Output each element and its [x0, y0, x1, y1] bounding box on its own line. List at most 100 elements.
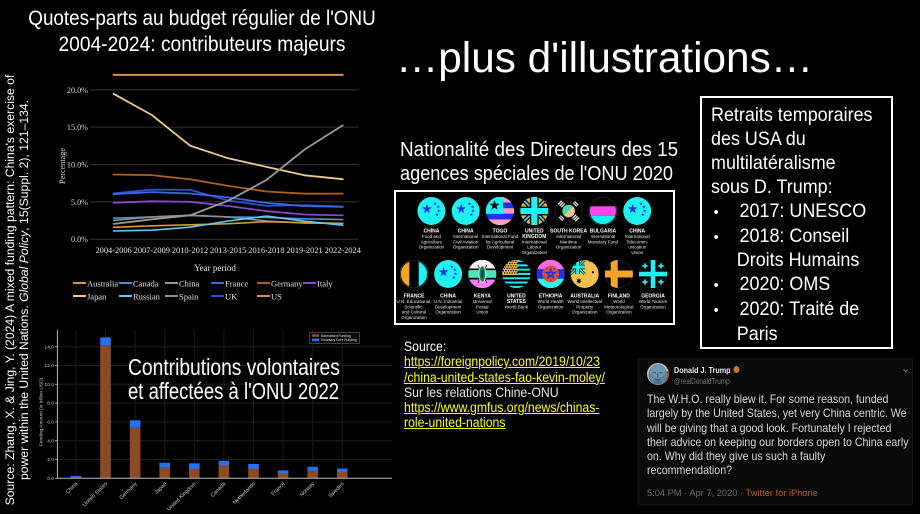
- svg-text:World: World: [613, 299, 625, 304]
- svg-text:UNITED: UNITED: [507, 294, 526, 300]
- svg-text:Russian: Russian: [133, 292, 161, 302]
- svg-text:4.0: 4.0: [47, 438, 54, 444]
- svg-text:World Health: World Health: [538, 299, 564, 304]
- svg-text:CHINA: CHINA: [458, 229, 474, 235]
- svg-text:Japan: Japan: [87, 292, 107, 302]
- svg-text:2.0: 2.0: [47, 457, 54, 463]
- svg-text:12.0: 12.0: [45, 363, 55, 369]
- svg-text:Development: Development: [487, 245, 514, 250]
- svg-text:2004-2006: 2004-2006: [95, 246, 131, 255]
- svg-text:0.0%: 0.0%: [71, 235, 88, 244]
- svg-text:20.0%: 20.0%: [67, 86, 88, 95]
- svg-text:Organization: Organization: [640, 304, 666, 309]
- svg-text:Union: Union: [631, 250, 643, 255]
- svg-text:Canada: Canada: [133, 279, 159, 289]
- svg-text:Funding Amount (in billion USD: Funding Amount (in billion USD): [39, 377, 45, 446]
- svg-text:Norway: Norway: [299, 481, 316, 498]
- svg-text:Germany: Germany: [271, 279, 303, 289]
- svg-text:Canada: Canada: [210, 481, 228, 499]
- svg-text:Organization: Organization: [419, 245, 445, 250]
- svg-text:International: International: [522, 239, 547, 244]
- svg-text:AUSTRALIA: AUSTRALIA: [570, 294, 599, 300]
- svg-text:Percentage: Percentage: [58, 148, 67, 184]
- svg-text:BULGARIA: BULGARIA: [590, 229, 617, 235]
- svg-text:TOGO: TOGO: [493, 229, 508, 235]
- svg-text:2013-2015: 2013-2015: [210, 246, 246, 255]
- svg-text:Organization: Organization: [606, 310, 632, 315]
- svg-text:FRANCE: FRANCE: [404, 294, 425, 300]
- svg-text:Germany: Germany: [119, 481, 139, 501]
- svg-text:World Tourism: World Tourism: [639, 299, 668, 304]
- svg-text:China: China: [65, 481, 79, 495]
- svg-text:Sweden: Sweden: [328, 481, 346, 499]
- svg-text:2016-2018: 2016-2018: [248, 246, 284, 255]
- svg-text:2010-2012: 2010-2012: [172, 246, 208, 255]
- svg-text:Organization: Organization: [435, 310, 461, 315]
- svg-text:KINGDOM: KINGDOM: [522, 234, 546, 240]
- svg-text:UNITED: UNITED: [525, 229, 544, 235]
- svg-text:Organization: Organization: [453, 245, 479, 250]
- svg-text:8.0: 8.0: [47, 401, 54, 407]
- svg-text:France: France: [270, 481, 286, 497]
- svg-text:Year period: Year period: [194, 263, 236, 273]
- svg-text:STATES: STATES: [507, 299, 527, 305]
- svg-text:10.0%: 10.0%: [67, 161, 88, 170]
- svg-text:Netherlands: Netherlands: [232, 481, 257, 506]
- svg-text:Organization: Organization: [401, 315, 427, 320]
- svg-text:China: China: [179, 279, 200, 289]
- svg-text:Property: Property: [576, 304, 594, 309]
- svg-text:Food and: Food and: [422, 234, 442, 239]
- svg-text:Labour: Labour: [527, 245, 542, 250]
- svg-text:14.0: 14.0: [45, 344, 55, 350]
- svg-text:France: France: [225, 279, 248, 289]
- svg-text:Postal: Postal: [476, 304, 489, 309]
- svg-text:Scientific,: Scientific,: [404, 304, 423, 309]
- svg-text:Voluntary Core Funding: Voluntary Core Funding: [321, 338, 357, 342]
- svg-text:US: US: [271, 292, 282, 302]
- svg-text:International: International: [556, 234, 581, 239]
- svg-text:KENYA: KENYA: [474, 294, 491, 300]
- svg-text:United Kingdom: United Kingdom: [166, 481, 198, 513]
- svg-text:GEORGIA: GEORGIA: [641, 294, 665, 300]
- svg-text:International: International: [625, 234, 650, 239]
- svg-text:0.0: 0.0: [47, 476, 54, 482]
- svg-text:2019-2021: 2019-2021: [286, 246, 322, 255]
- svg-text:FINLAND: FINLAND: [608, 294, 630, 300]
- svg-text:6.0: 6.0: [47, 420, 54, 426]
- svg-text:International: International: [591, 234, 616, 239]
- svg-text:International Fund: International Fund: [482, 234, 519, 239]
- svg-text:SOUTH KOREA: SOUTH KOREA: [550, 229, 587, 235]
- svg-text:Union: Union: [476, 310, 488, 315]
- svg-text:5.0%: 5.0%: [71, 198, 88, 207]
- svg-text:unication: unication: [628, 245, 647, 250]
- svg-text:U.N. Industrial: U.N. Industrial: [434, 299, 463, 304]
- svg-text:2022-2024: 2022-2024: [325, 246, 362, 255]
- svg-text:ETHIOPIA: ETHIOPIA: [539, 294, 563, 300]
- svg-text:CHINA: CHINA: [423, 229, 439, 235]
- svg-text:Universal: Universal: [473, 299, 492, 304]
- svg-text:Spain: Spain: [179, 292, 199, 302]
- svg-text:for Agricultural: for Agricultural: [486, 239, 515, 244]
- svg-text:Development: Development: [435, 304, 462, 309]
- svg-text:Organization: Organization: [556, 245, 582, 250]
- svg-text:2007-2009: 2007-2009: [134, 246, 170, 255]
- svg-text:U.N. Educational,: U.N. Educational,: [396, 299, 431, 304]
- svg-text:Telecomm-: Telecomm-: [626, 239, 649, 244]
- svg-text:Meteorological: Meteorological: [604, 304, 633, 309]
- svg-text:United States: United States: [82, 481, 109, 508]
- svg-text:Monetary Fund: Monetary Fund: [588, 239, 619, 244]
- svg-text:Agriculture: Agriculture: [421, 239, 443, 244]
- svg-text:Australia: Australia: [87, 279, 118, 289]
- svg-text:UK: UK: [225, 292, 238, 302]
- svg-text:Organization: Organization: [538, 304, 564, 309]
- svg-text:CHINA: CHINA: [440, 294, 456, 300]
- svg-text:10.0: 10.0: [45, 382, 55, 388]
- svg-text:Italy: Italy: [317, 279, 333, 289]
- svg-text:Maritime: Maritime: [560, 239, 578, 244]
- svg-text:Japan: Japan: [153, 481, 168, 496]
- svg-text:and Cultural: and Cultural: [402, 310, 426, 315]
- svg-text:CHINA: CHINA: [629, 229, 645, 235]
- svg-text:Civil Aviation: Civil Aviation: [453, 239, 479, 244]
- svg-text:Earmarked Funding: Earmarked Funding: [321, 334, 351, 338]
- svg-text:Organization: Organization: [572, 310, 598, 315]
